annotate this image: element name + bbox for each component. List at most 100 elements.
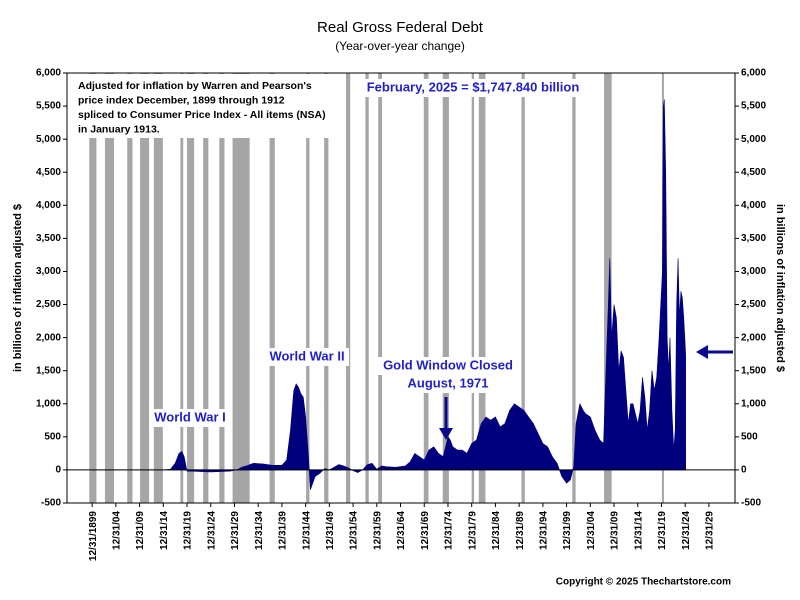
arrow-head	[696, 345, 708, 359]
recession-bar	[219, 73, 225, 503]
x-tick-label: 12/31/79	[467, 511, 478, 550]
annotation: August, 1971	[408, 375, 489, 390]
note-line: price index December, 1899 through 1912	[78, 94, 285, 106]
x-tick-label: 12/31/09	[610, 511, 621, 550]
x-tick-label: 12/31/59	[372, 511, 383, 550]
x-tick-label: 12/31/19	[657, 511, 668, 550]
x-tick-label: 12/31/39	[278, 511, 289, 550]
annotation: World War I	[154, 409, 226, 424]
annotation-bg	[150, 409, 230, 427]
x-tick-label: 12/31/04	[112, 511, 123, 550]
copyright: Copyright © 2025 Thechartstore.com	[556, 577, 731, 588]
x-tick-label: 12/31/24	[681, 511, 692, 550]
annotation-bg	[358, 79, 588, 97]
y2-tick-label: 6,000	[741, 68, 766, 79]
x-tick-label: 12/31/29	[230, 511, 241, 550]
y2-tick-label: 1,000	[741, 398, 766, 409]
recession-bar	[478, 73, 486, 503]
y-tick-label: 1,000	[36, 398, 61, 409]
arrow-head	[439, 428, 453, 440]
recession-bar	[471, 73, 475, 503]
x-tick-label: 12/31/19	[183, 511, 194, 550]
y-tick-label: 0	[55, 465, 61, 476]
annotation-bg	[398, 375, 498, 393]
note-box	[68, 74, 330, 138]
x-tick-label: 12/31/84	[491, 511, 502, 550]
chart-subtitle: (Year-over-year change)	[335, 39, 465, 53]
y-tick-label: 3,500	[36, 233, 61, 244]
y-tick-label: 500	[44, 431, 61, 442]
note-line: Adjusted for inflation by Warren and Pea…	[78, 80, 312, 92]
y-axis-label: in billions of inflation adjusted $	[12, 204, 24, 372]
recession-bar	[345, 73, 351, 503]
recession-bar	[423, 73, 429, 503]
y-tick-label: 5,500	[36, 101, 61, 112]
recession-bar	[140, 73, 150, 503]
annotation-bg	[265, 348, 349, 366]
recession-bar	[127, 73, 133, 503]
x-tick-label: 12/31/49	[325, 511, 336, 550]
y2-tick-label: 2,000	[741, 332, 766, 343]
recession-bar	[180, 73, 184, 503]
recession-bar	[89, 73, 97, 503]
note-line: spliced to Consumer Price Index - All it…	[78, 109, 326, 121]
debt-area	[92, 99, 686, 490]
y2-tick-label: 4,000	[741, 200, 766, 211]
recession-bar	[365, 73, 369, 503]
y-tick-label: -500	[41, 498, 61, 509]
x-tick-label: 12/31/34	[254, 511, 265, 550]
x-tick-label: 12/31/54	[349, 511, 360, 550]
recession-bar	[306, 73, 310, 503]
y2-axis-label: in billions of inflation adjusted $	[774, 204, 786, 372]
y-tick-label: 4,000	[36, 200, 61, 211]
recession-bar	[203, 73, 209, 503]
x-tick-label: 12/31/99	[562, 511, 573, 550]
y2-tick-label: 2,500	[741, 299, 766, 310]
x-tick-label: 12/31/44	[301, 511, 312, 550]
annotation: February, 2025 = $1,747.840 billion	[367, 79, 580, 94]
recession-bar	[604, 73, 612, 503]
x-tick-label: 12/31/64	[396, 511, 407, 550]
annotation: Gold Window Closed	[383, 357, 513, 372]
recession-bar	[269, 73, 275, 503]
recession-bar	[572, 73, 576, 503]
recession-bar	[104, 73, 114, 503]
annotation: World War II	[269, 348, 344, 363]
annotation-bg	[378, 357, 518, 375]
y-tick-label: 5,000	[36, 134, 61, 145]
y2-tick-label: 1,500	[741, 365, 766, 376]
y-tick-label: 3,000	[36, 266, 61, 277]
y2-tick-label: 4,500	[741, 167, 766, 178]
note-line: in January 1913.	[78, 123, 160, 135]
recession-bar	[232, 73, 250, 503]
y2-tick-label: 3,500	[741, 233, 766, 244]
x-tick-label: 12/31/1899	[88, 511, 99, 561]
y-tick-label: 4,500	[36, 167, 61, 178]
recession-bar	[521, 73, 525, 503]
x-tick-label: 12/31/14	[633, 511, 644, 550]
x-tick-label: 12/31/94	[538, 511, 549, 550]
x-tick-label: 12/31/89	[515, 511, 526, 550]
y2-tick-label: 5,500	[741, 101, 766, 112]
y-tick-label: 2,000	[36, 332, 61, 343]
x-tick-label: 12/31/24	[206, 511, 217, 550]
x-tick-label: 12/31/04	[586, 511, 597, 550]
chart-title: Real Gross Federal Debt	[317, 19, 484, 36]
recession-bar	[324, 73, 329, 503]
y2-tick-label: 3,000	[741, 266, 766, 277]
y-tick-label: 6,000	[36, 68, 61, 79]
y2-tick-label: 0	[741, 465, 747, 476]
y2-tick-label: 500	[741, 431, 758, 442]
y2-tick-label: -500	[741, 498, 761, 509]
recession-bar	[153, 73, 163, 503]
y-tick-label: 2,500	[36, 299, 61, 310]
recession-bar	[378, 73, 383, 503]
x-tick-label: 12/31/29	[705, 511, 716, 550]
x-tick-label: 12/31/69	[420, 511, 431, 550]
x-tick-label: 12/31/09	[135, 511, 146, 550]
x-tick-label: 12/31/14	[159, 511, 170, 550]
recession-bar	[187, 73, 195, 503]
y2-tick-label: 5,000	[741, 134, 766, 145]
x-tick-label: 12/31/74	[444, 511, 455, 550]
